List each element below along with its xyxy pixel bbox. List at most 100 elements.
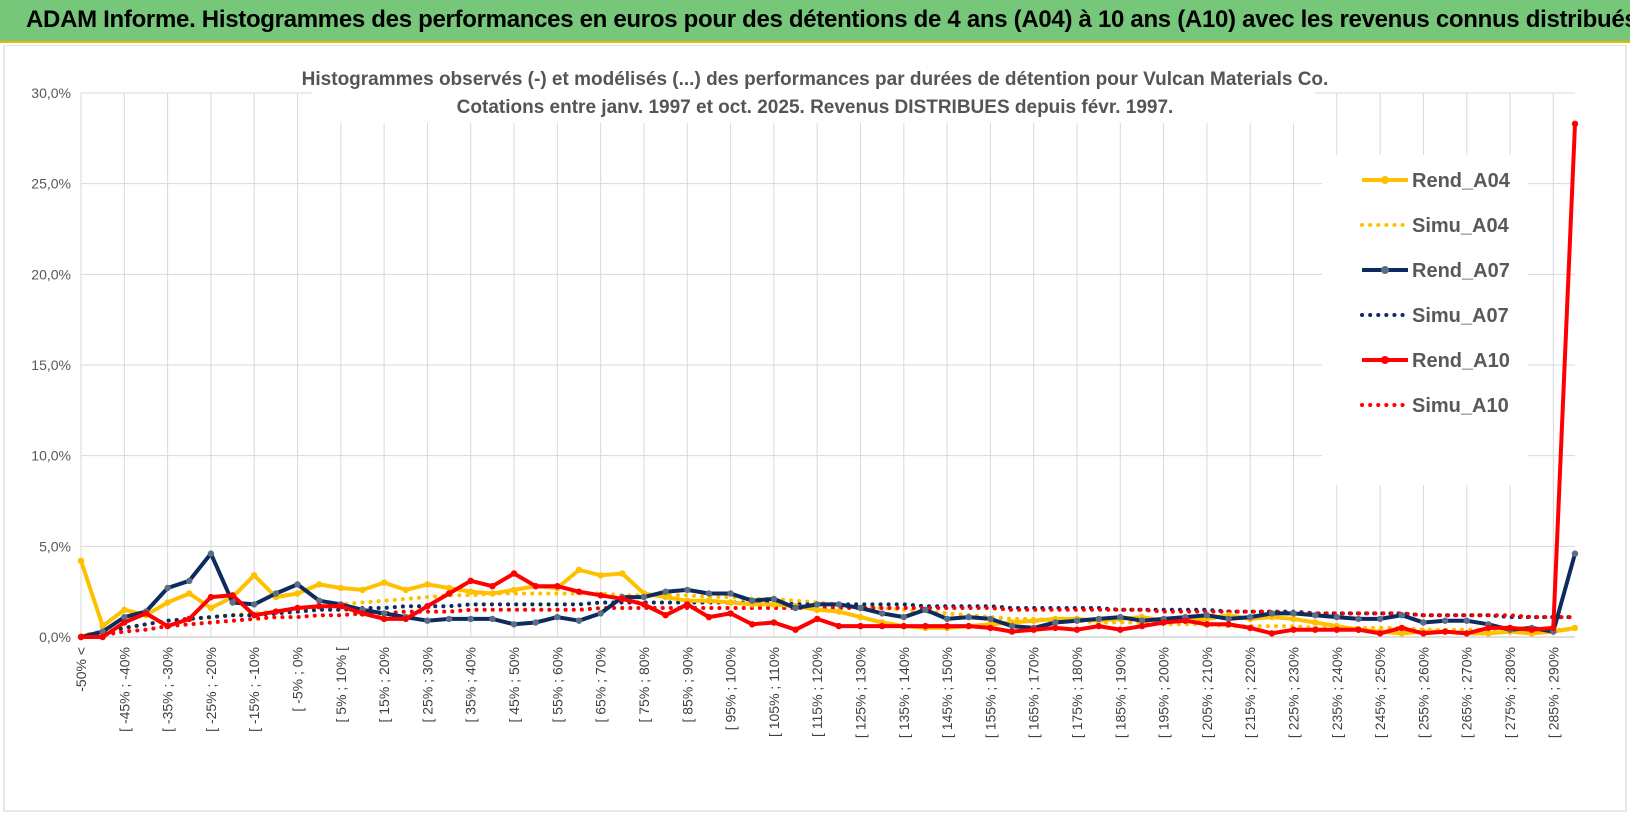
data-point <box>532 619 539 626</box>
data-point <box>164 622 171 630</box>
series-rend_a10 <box>77 120 1579 641</box>
data-point <box>467 588 474 595</box>
data-point <box>1160 619 1167 626</box>
data-point <box>1290 626 1297 633</box>
data-point <box>1095 615 1102 623</box>
data-point <box>1376 615 1384 623</box>
data-point <box>1247 624 1254 632</box>
legend-item-rend_a10: Rend_A10 <box>1362 350 1510 372</box>
data-point <box>1138 622 1146 630</box>
legend-item-simu_a10: Simu_A10 <box>1360 395 1509 417</box>
data-point <box>380 610 388 617</box>
legend-item-rend_a04: Rend_A04 <box>1362 170 1511 192</box>
data-point <box>402 586 409 594</box>
data-point <box>1463 617 1470 624</box>
data-point <box>337 584 344 592</box>
data-point <box>1268 630 1276 637</box>
y-axis-ticks: 0,0% 5,0% 10,0% 15,0% 20,0% 25,0% 30,0% <box>31 85 71 645</box>
x-tick-label: [ 195% ; 200% <box>1156 647 1172 738</box>
data-point <box>1203 612 1211 619</box>
x-tick-label: [ 115% ; 120% <box>809 647 825 737</box>
data-point <box>294 590 301 597</box>
data-point <box>380 615 388 623</box>
x-tick-label: [ 175% ; 180% <box>1069 647 1085 738</box>
series-line-rend_a04 <box>79 560 1576 636</box>
data-point <box>662 588 669 595</box>
data-point <box>510 570 518 577</box>
x-tick-label: [ 225% ; 230% <box>1286 647 1302 738</box>
data-point <box>1312 619 1319 626</box>
data-point <box>705 590 713 597</box>
data-point <box>900 622 907 630</box>
data-point <box>1506 624 1514 632</box>
data-point <box>1247 613 1254 621</box>
data-point <box>424 603 431 610</box>
legend-label: Rend_A10 <box>1412 350 1510 372</box>
data-point <box>1225 615 1232 623</box>
data-point <box>987 624 994 632</box>
data-point <box>1571 624 1579 632</box>
legend-label: Simu_A04 <box>1412 215 1510 237</box>
x-tick-label: [ 265% ; 270% <box>1459 647 1475 738</box>
x-tick-label: [ 75% ; 80% <box>636 647 652 723</box>
data-point <box>835 622 842 630</box>
x-tick-label: [ 205% ; 210% <box>1199 647 1215 738</box>
y-tick-label: 25,0% <box>31 176 71 192</box>
data-point <box>164 584 171 592</box>
y-tick-label: 5,0% <box>39 538 71 554</box>
data-point <box>77 633 85 641</box>
data-point <box>229 599 236 606</box>
data-point <box>1355 615 1362 623</box>
data-point <box>814 606 821 613</box>
y-tick-label: 30,0% <box>31 85 71 101</box>
x-tick-label: [ 45% ; 50% <box>506 647 522 723</box>
data-point <box>445 584 453 592</box>
chart-title-bg <box>312 61 1315 123</box>
data-point <box>1052 619 1059 626</box>
x-tick-label: -50% < <box>73 647 89 692</box>
data-point <box>164 599 171 606</box>
legend-label: Rend_A04 <box>1412 170 1511 192</box>
legend-marker <box>1381 176 1389 184</box>
legend-item-rend_a07: Rend_A07 <box>1362 260 1510 282</box>
data-point <box>792 626 799 633</box>
data-point <box>186 590 193 597</box>
x-tick-label: [ -35% ; -30% <box>160 647 176 732</box>
data-point <box>207 550 215 557</box>
data-point <box>749 621 756 628</box>
legend-item-simu_a04: Simu_A04 <box>1360 215 1510 237</box>
data-point <box>121 606 128 613</box>
x-tick-label: [ 145% ; 150% <box>939 647 955 738</box>
data-point <box>121 613 128 621</box>
data-point <box>878 622 886 630</box>
data-point <box>1485 624 1492 632</box>
y-tick-label: 20,0% <box>31 266 71 282</box>
legend-marker <box>1381 356 1389 364</box>
x-tick-label: [ 95% ; 100% <box>723 647 739 730</box>
x-tick-label: [ 245% ; 250% <box>1372 647 1388 738</box>
data-point <box>1398 630 1406 637</box>
data-point <box>1420 630 1427 637</box>
x-tick-label: [ 105% ; 110% <box>766 647 782 737</box>
data-point <box>727 610 734 617</box>
data-point <box>489 583 496 590</box>
data-point <box>640 601 648 608</box>
x-tick-label: [ 35% ; 40% <box>463 647 479 723</box>
series-line-simu_a10 <box>79 606 1577 639</box>
data-point <box>554 583 561 590</box>
legend-box <box>1322 155 1528 485</box>
x-tick-label: [ -15% ; -10% <box>246 647 262 732</box>
x-tick-label: [ 25% ; 30% <box>419 647 435 723</box>
data-point <box>554 613 561 621</box>
data-point <box>1333 613 1341 621</box>
data-point <box>749 597 756 604</box>
data-point <box>1312 612 1319 619</box>
x-tick-label: [ 185% ; 190% <box>1112 647 1128 738</box>
data-point <box>575 566 583 574</box>
data-point <box>1095 622 1102 630</box>
legend-label: Rend_A07 <box>1412 260 1510 282</box>
data-point <box>662 612 669 619</box>
data-point <box>1138 617 1146 624</box>
series-simu_a10 <box>79 606 1577 639</box>
data-point <box>489 590 496 597</box>
